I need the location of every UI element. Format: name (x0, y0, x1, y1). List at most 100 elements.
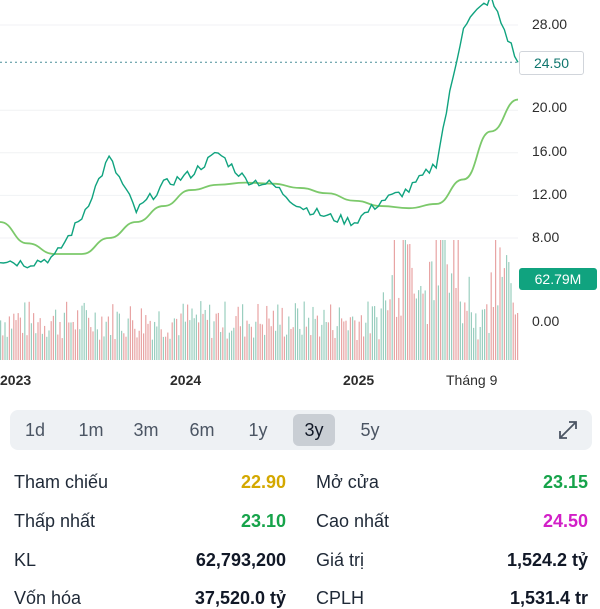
volume-bar (446, 264, 448, 360)
x-tick-2023: 2023 (0, 372, 32, 388)
current-price-badge: 24.50 (519, 51, 584, 75)
volume-bar (209, 304, 211, 360)
volume-bar (215, 313, 217, 360)
range-tab-1d[interactable]: 1d (24, 420, 46, 440)
volume-bar (99, 339, 101, 360)
volume-bar (17, 313, 19, 360)
cplh-label: CPLH (316, 588, 365, 608)
volume-bar (151, 339, 153, 360)
volume-bar (281, 307, 283, 360)
volume-bar (116, 311, 118, 360)
y-tick-0: 0.00 (532, 313, 560, 329)
volume-bar (180, 313, 182, 360)
volume-bar (435, 240, 437, 360)
kl-label: KL (14, 550, 37, 570)
volume-bar (70, 322, 72, 360)
volume-bar (101, 316, 103, 360)
volume-bar (39, 318, 41, 360)
volume-bar (72, 321, 74, 360)
gia-tri-label: Giá trị (316, 550, 365, 570)
volume-bar (178, 335, 180, 360)
volume-bar (420, 285, 422, 360)
volume-bar (312, 306, 314, 360)
mo-cua-value: 23.15 (542, 472, 588, 492)
volume-bar (127, 318, 129, 360)
volume-bar (492, 306, 494, 360)
range-tab-5y[interactable]: 5y (360, 420, 380, 440)
volume-bar (297, 308, 299, 360)
volume-bar (235, 316, 237, 360)
volume-bar (415, 298, 417, 360)
volume-bar (481, 309, 483, 360)
volume-bar (114, 339, 116, 360)
volume-bar (134, 328, 136, 360)
volume-bar (365, 322, 367, 360)
volume-bar (264, 334, 266, 360)
volume-bar (11, 328, 13, 360)
volume-bar (385, 300, 387, 360)
volume-bar (503, 268, 505, 360)
volume-bar (376, 317, 378, 360)
y-tick-8: 8.00 (532, 229, 560, 245)
volume-bar (226, 338, 228, 360)
volume-bar (231, 330, 233, 360)
volume-bar (250, 326, 252, 360)
thap-nhat-label: Thấp nhất (14, 511, 96, 531)
volume-bar (259, 323, 261, 360)
range-tab-1y[interactable]: 1y (248, 420, 268, 440)
volume-bar (160, 329, 162, 360)
volume-bar (85, 310, 87, 360)
volume-bar (323, 309, 325, 360)
volume-bar (341, 318, 343, 360)
von-hoa-value: 37,520.0 tỷ (194, 588, 286, 608)
volume-bar (169, 338, 171, 360)
volume-bar (396, 316, 398, 360)
volume-bar (202, 313, 204, 360)
volume-bar (15, 320, 17, 360)
volume-bar (222, 327, 224, 360)
volume-bar (380, 308, 382, 360)
volume-bar (121, 330, 123, 360)
price-chart[interactable]: 28.00 20.00 16.00 12.00 8.00 0.00 24.50 … (0, 0, 600, 400)
volume-bar (327, 322, 329, 360)
volume-bar (268, 318, 270, 360)
range-tab-3y[interactable]: 3y (293, 414, 335, 446)
volume-bar (92, 331, 94, 360)
x-tick-thang-9: Tháng 9 (446, 372, 498, 388)
volume-bar (457, 240, 459, 360)
y-tick-12: 12.00 (532, 186, 568, 202)
volume-bar (402, 240, 404, 360)
volume-bar (517, 312, 519, 360)
volume-bar (266, 305, 268, 360)
volume-bar (74, 329, 76, 360)
volume-bar (35, 333, 37, 360)
volume-bar (495, 240, 497, 360)
range-tab-3m[interactable]: 3m (133, 420, 159, 440)
volume-bar (283, 336, 285, 360)
range-tab-6m[interactable]: 6m (189, 420, 215, 440)
volume-bar (68, 322, 70, 360)
volume-bar (147, 323, 149, 360)
volume-bar (354, 320, 356, 360)
volume-bar (110, 334, 112, 360)
volume-bar (233, 327, 235, 360)
volume-bar (4, 322, 6, 360)
volume-bar (242, 304, 244, 360)
volume-bar (173, 318, 175, 360)
range-tab-1m[interactable]: 1m (78, 420, 104, 440)
volume-bar (360, 315, 362, 360)
volume-bar (103, 336, 105, 360)
expand-icon[interactable] (556, 418, 580, 442)
volume-bar (253, 337, 255, 360)
volume-bar (437, 285, 439, 360)
volume-bar (191, 308, 193, 360)
volume-bar (451, 273, 453, 360)
volume-bar (154, 321, 156, 360)
volume-bar (239, 326, 241, 360)
volume-bar (224, 301, 226, 360)
tham-chieu-label: Tham chiếu (14, 472, 109, 492)
volume-bar (26, 335, 28, 360)
cplh-value: 1,531.4 tr (509, 588, 588, 608)
volume-bar (442, 240, 444, 360)
volume-bar (468, 276, 470, 360)
